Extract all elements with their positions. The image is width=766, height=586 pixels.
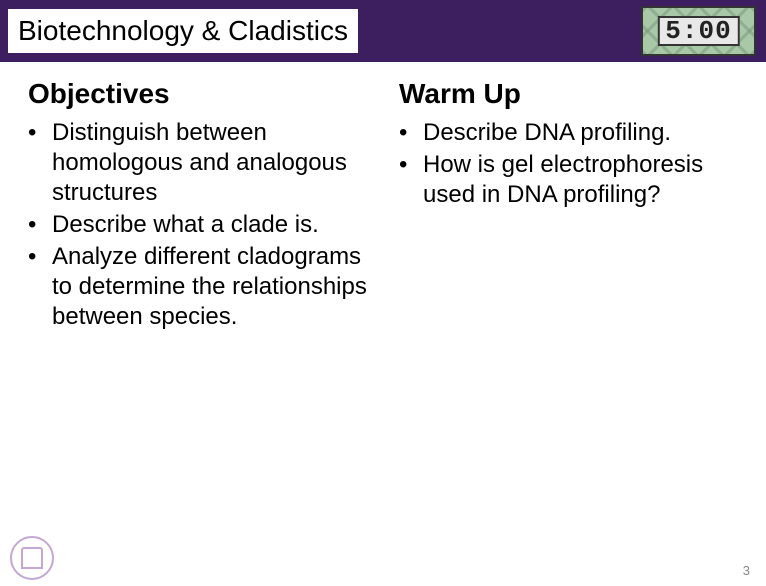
list-item: Describe DNA profiling. (395, 118, 746, 148)
objectives-list: Distinguish between homologous and analo… (20, 118, 375, 332)
timer-widget: 5:00 (641, 6, 756, 56)
list-item: Describe what a clade is. (24, 210, 375, 240)
list-item: How is gel electrophoresis used in DNA p… (395, 150, 746, 210)
list-item: Analyze different cladograms to determin… (24, 242, 375, 332)
timer-value: 5:00 (657, 16, 739, 46)
warmup-column: Warm Up Describe DNA profiling. How is g… (383, 78, 754, 334)
objectives-heading: Objectives (20, 78, 375, 110)
objectives-column: Objectives Distinguish between homologou… (12, 78, 383, 334)
content-area: Objectives Distinguish between homologou… (0, 62, 766, 334)
header-bar: Biotechnology & Cladistics 5:00 (0, 0, 766, 62)
school-logo-icon (10, 536, 54, 580)
logo-inner-icon (21, 547, 43, 569)
list-item: Distinguish between homologous and analo… (24, 118, 375, 208)
page-number: 3 (743, 563, 750, 578)
slide-title: Biotechnology & Cladistics (8, 9, 358, 53)
warmup-list: Describe DNA profiling. How is gel elect… (391, 118, 746, 210)
warmup-heading: Warm Up (391, 78, 746, 110)
